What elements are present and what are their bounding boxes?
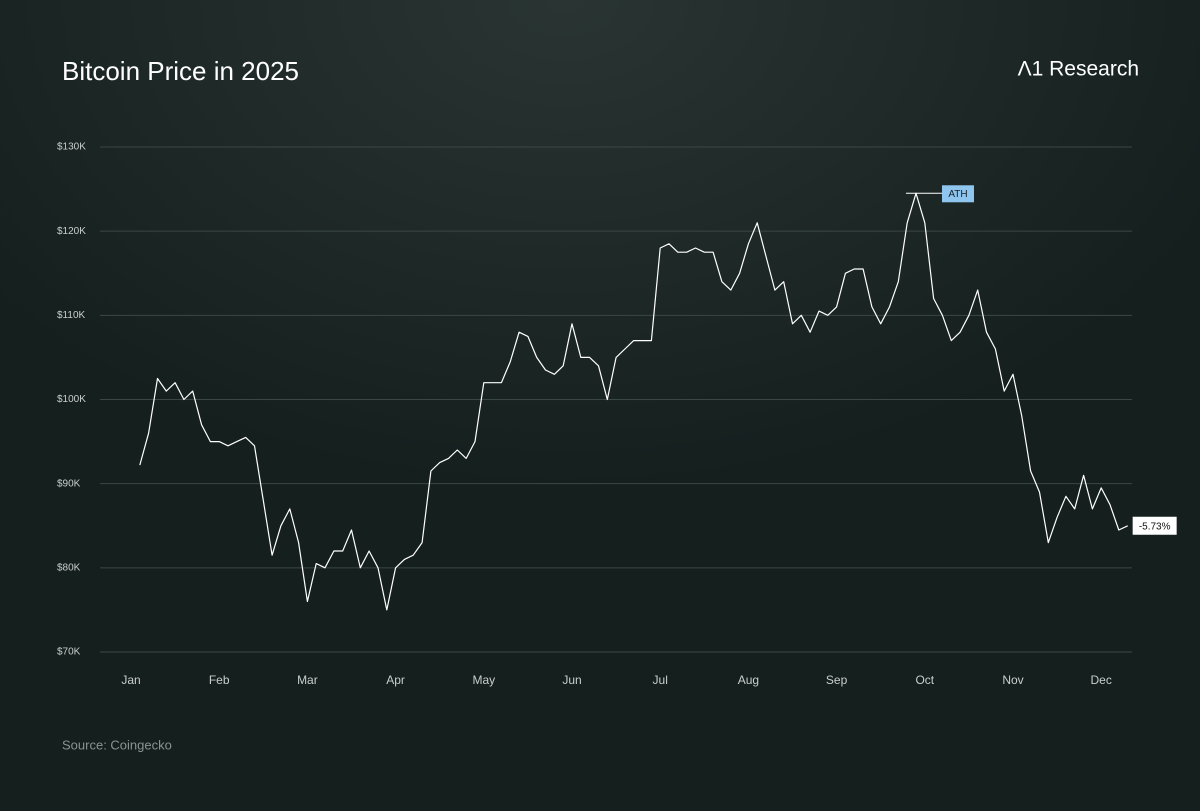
ath-label: ATH <box>948 189 967 200</box>
x-tick-label: Dec <box>1091 673 1112 687</box>
x-tick-label: Feb <box>209 673 230 687</box>
price-line <box>139 192 1128 611</box>
x-tick-label: Apr <box>386 673 405 687</box>
change-label: -5.73% <box>1139 521 1171 532</box>
change-box <box>1132 516 1177 535</box>
y-tick-label: $110K <box>57 310 86 321</box>
y-tick-label: $130K <box>57 142 86 153</box>
y-tick-label: $70K <box>57 647 81 658</box>
x-tick-label: Mar <box>297 673 318 687</box>
x-tick-label: Jan <box>121 673 140 687</box>
ath-box <box>941 185 974 203</box>
x-tick-label: Jul <box>653 673 668 687</box>
y-tick-label: $120K <box>57 226 86 237</box>
chart-title: Bitcoin Price in 2025 <box>62 56 299 86</box>
x-tick-label: Aug <box>738 673 759 687</box>
x-tick-label: Oct <box>915 673 934 687</box>
brand: Λ1 Research <box>1018 58 1139 81</box>
x-tick-label: May <box>472 673 495 687</box>
y-tick-label: $100K <box>57 394 86 405</box>
source: Source: Coingecko <box>62 737 172 752</box>
y-tick-label: $80K <box>57 562 81 573</box>
x-tick-label: Jun <box>562 673 581 687</box>
y-tick-label: $90K <box>57 478 81 489</box>
x-tick-label: Nov <box>1002 673 1023 687</box>
x-tick-label: Sep <box>826 673 848 687</box>
